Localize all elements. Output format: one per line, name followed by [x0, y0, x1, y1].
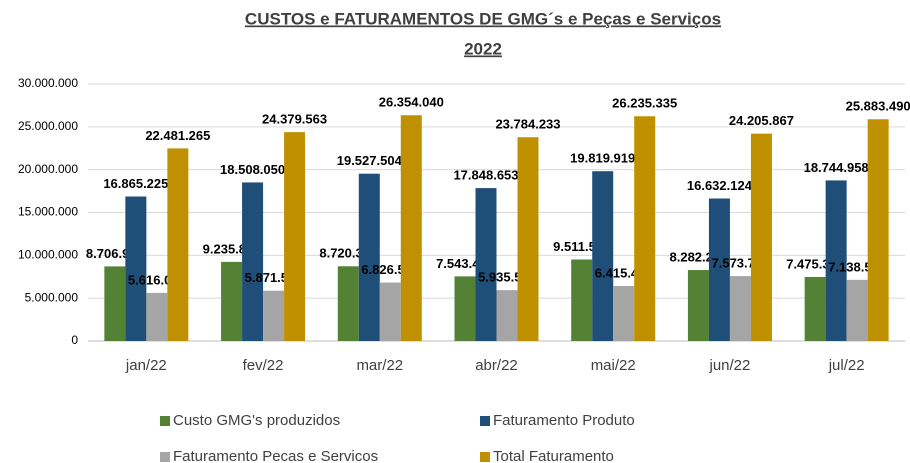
bar	[284, 132, 306, 341]
bar	[167, 148, 189, 341]
data-label: 23.784.233	[495, 117, 560, 132]
bar	[867, 119, 889, 341]
data-label: 19.819.919	[570, 151, 635, 166]
x-tick-label: mai/22	[591, 357, 636, 374]
bar	[517, 137, 539, 341]
x-tick-label: jan/22	[125, 357, 167, 374]
bar	[571, 259, 593, 341]
data-label: 25.883.490	[846, 99, 910, 114]
data-label: 24.205.867	[729, 113, 794, 128]
bar	[263, 290, 285, 341]
data-label: 19.527.504	[337, 153, 403, 168]
bar	[221, 261, 243, 341]
bar	[804, 276, 826, 341]
chart-title: 2022	[464, 39, 502, 58]
bar	[475, 188, 497, 341]
bar	[613, 286, 635, 341]
y-tick-label: 0	[71, 333, 78, 347]
legend-label: Total Faturamento	[493, 448, 614, 463]
legend-swatch	[480, 452, 490, 462]
y-tick-label: 5.000.000	[25, 290, 79, 304]
legend-label: Faturamento Produto	[493, 412, 635, 429]
y-tick-label: 15.000.000	[18, 205, 78, 219]
bar	[750, 133, 772, 341]
legend-swatch	[160, 452, 170, 462]
x-tick-label: fev/22	[243, 357, 284, 374]
data-label: 16.865.225	[103, 176, 168, 191]
data-label: 17.848.653	[453, 168, 518, 183]
y-tick-label: 10.000.000	[18, 248, 78, 262]
bar	[708, 198, 730, 341]
chart-title: CUSTOS e FATURAMENTOS DE GMG´s e Peças e…	[245, 9, 721, 28]
bar	[454, 276, 476, 341]
bar	[634, 116, 656, 341]
bar	[358, 173, 380, 341]
bar	[846, 279, 868, 341]
legend-swatch	[160, 416, 170, 426]
bar	[400, 115, 422, 341]
bar	[242, 182, 264, 341]
bar	[592, 171, 614, 341]
bar	[496, 290, 518, 341]
x-tick-label: abr/22	[475, 357, 518, 374]
legend-swatch	[480, 416, 490, 426]
data-label: 18.744.958	[804, 160, 869, 175]
data-label: 16.632.124	[687, 178, 753, 193]
bar	[146, 292, 168, 341]
bar	[687, 270, 709, 341]
x-tick-label: jul/22	[828, 357, 865, 374]
y-tick-label: 30.000.000	[18, 76, 78, 90]
data-label: 22.481.265	[145, 128, 210, 143]
data-label: 24.379.563	[262, 112, 327, 127]
bar	[729, 276, 751, 341]
data-label: 18.508.050	[220, 162, 285, 177]
data-label: 26.235.335	[612, 96, 677, 111]
bar	[825, 180, 847, 341]
legend-label: Custo GMG's produzidos	[173, 412, 340, 429]
y-tick-label: 20.000.000	[18, 162, 78, 176]
x-tick-label: mar/22	[356, 357, 403, 374]
legend-label: Faturamento Pecas e Servicos	[173, 448, 378, 463]
bar	[104, 266, 126, 341]
x-tick-label: jun/22	[708, 357, 750, 374]
bar	[379, 282, 401, 341]
bar	[337, 266, 359, 341]
y-tick-label: 25.000.000	[18, 119, 78, 133]
data-label: 26.354.040	[379, 95, 444, 110]
bar	[125, 196, 147, 341]
